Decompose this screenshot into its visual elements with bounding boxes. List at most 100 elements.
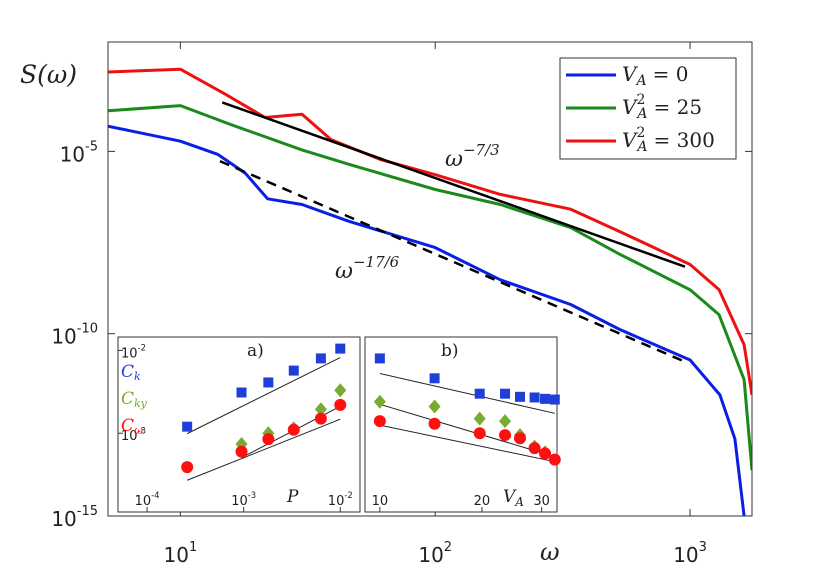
x-tick-label-part: 10 — [673, 543, 698, 567]
reference-label-part: −17/6 — [353, 253, 400, 271]
fit-line — [186, 357, 341, 435]
series-label: Cky — [121, 389, 148, 411]
y-tick-label-part: -5 — [85, 139, 98, 154]
x-axis-label: VA — [503, 487, 524, 509]
x-tick-label-part: 10 — [231, 494, 248, 509]
x-axis-label-part: A — [514, 495, 524, 509]
marker — [181, 461, 194, 474]
marker — [473, 411, 486, 426]
marker — [499, 414, 512, 429]
y-tick-label-part: -3 — [138, 425, 146, 435]
panel-label-part: a) — [247, 341, 264, 361]
series-label-part: k — [134, 370, 141, 383]
x-tick-label: 10 — [372, 494, 389, 509]
y-axis-label-part: S(ω) — [20, 60, 77, 89]
series-label-part: C — [121, 362, 134, 382]
marker — [287, 423, 300, 436]
x-tick-label-part: 20 — [474, 494, 491, 509]
legend-label-part: A — [635, 106, 647, 122]
marker — [263, 377, 274, 388]
x-tick-label-part: -4 — [151, 490, 159, 500]
marker — [236, 387, 247, 398]
x-tick-label: 10-3 — [231, 490, 256, 509]
legend-label-part: = 25 — [654, 95, 703, 119]
series-label-part: ky — [134, 397, 148, 410]
y-tick-label: 10-10 — [51, 321, 98, 348]
x-tick-label: 102 — [418, 540, 452, 567]
marker — [529, 392, 540, 403]
x-tick-label: 103 — [673, 540, 707, 567]
legend-label-part: V — [622, 95, 639, 119]
legend-label-part: = 0 — [653, 62, 689, 86]
x-tick-label-part: 10 — [328, 494, 345, 509]
y-tick-label: 10-5 — [60, 139, 98, 166]
marker — [540, 393, 551, 404]
legend-label-part: 2 — [636, 125, 645, 141]
x-tick-label-part: 30 — [533, 494, 550, 509]
reference-line — [221, 101, 686, 268]
series-label-part: C — [121, 389, 134, 409]
reference-label-part: ω — [335, 259, 353, 284]
y-tick-label: 10-3 — [121, 425, 146, 444]
x-tick-label-part: -3 — [248, 490, 256, 500]
x-axis-label-part: ω — [540, 538, 560, 566]
fit-line — [379, 424, 555, 463]
marker — [499, 429, 512, 442]
legend-label-part: V — [622, 62, 639, 86]
y-tick-label: 10-15 — [51, 504, 98, 531]
marker — [428, 399, 441, 414]
marker — [374, 353, 385, 364]
axes-frame — [107, 41, 753, 517]
marker — [539, 447, 552, 460]
marker — [500, 388, 511, 399]
x-tick-label-part: 1 — [189, 540, 197, 555]
x-tick-label-part: 10 — [372, 494, 389, 509]
x-tick-label-part: 10 — [418, 543, 443, 567]
reference-label: ω−7/3 — [445, 141, 500, 172]
marker — [373, 415, 386, 428]
panel-label-part: b) — [441, 341, 459, 361]
marker — [315, 353, 326, 364]
marker — [314, 412, 327, 425]
x-tick-label: 10-2 — [328, 490, 353, 509]
marker — [182, 421, 193, 432]
marker — [314, 402, 327, 417]
reference-label-part: −7/3 — [463, 141, 500, 159]
marker — [334, 398, 347, 411]
marker — [334, 383, 347, 398]
legend-label-part: = 300 — [654, 128, 715, 152]
fit-line — [379, 373, 555, 414]
y-tick-label: 10-2 — [121, 342, 146, 361]
fit-line — [186, 418, 341, 481]
plot-lines — [108, 67, 752, 516]
marker — [549, 394, 560, 405]
y-tick-label-part: -2 — [138, 342, 146, 352]
y-tick-label-part: 10 — [51, 507, 76, 531]
marker — [514, 391, 525, 402]
legend-label: V2 A = 300 — [622, 125, 715, 155]
x-axis-label: P — [286, 487, 299, 507]
y-axis-label: S(ω) — [20, 60, 77, 89]
marker — [528, 442, 541, 455]
panel-label: b) — [441, 341, 459, 361]
y-tick-label-part: 10 — [51, 324, 76, 348]
marker — [474, 388, 485, 399]
x-tick-label-part: 10 — [164, 543, 189, 567]
y-tick-label-part: 10 — [60, 142, 85, 166]
panel-label: a) — [247, 341, 264, 361]
marker — [513, 432, 526, 445]
x-tick-label: 101 — [164, 540, 198, 567]
x-axis-label-part: V — [503, 487, 517, 507]
x-tick-label: 30 — [533, 494, 550, 509]
marker — [335, 343, 346, 354]
marker — [262, 433, 275, 446]
legend-label-part: 2 — [636, 92, 645, 108]
x-tick-label-part: 2 — [444, 540, 452, 555]
x-tick-label-part: -2 — [344, 490, 352, 500]
series-line — [108, 124, 746, 516]
reference-label: ω−17/6 — [335, 253, 400, 284]
series-label: Ck — [121, 362, 141, 384]
marker — [473, 427, 486, 440]
legend-label-part: V — [622, 128, 639, 152]
